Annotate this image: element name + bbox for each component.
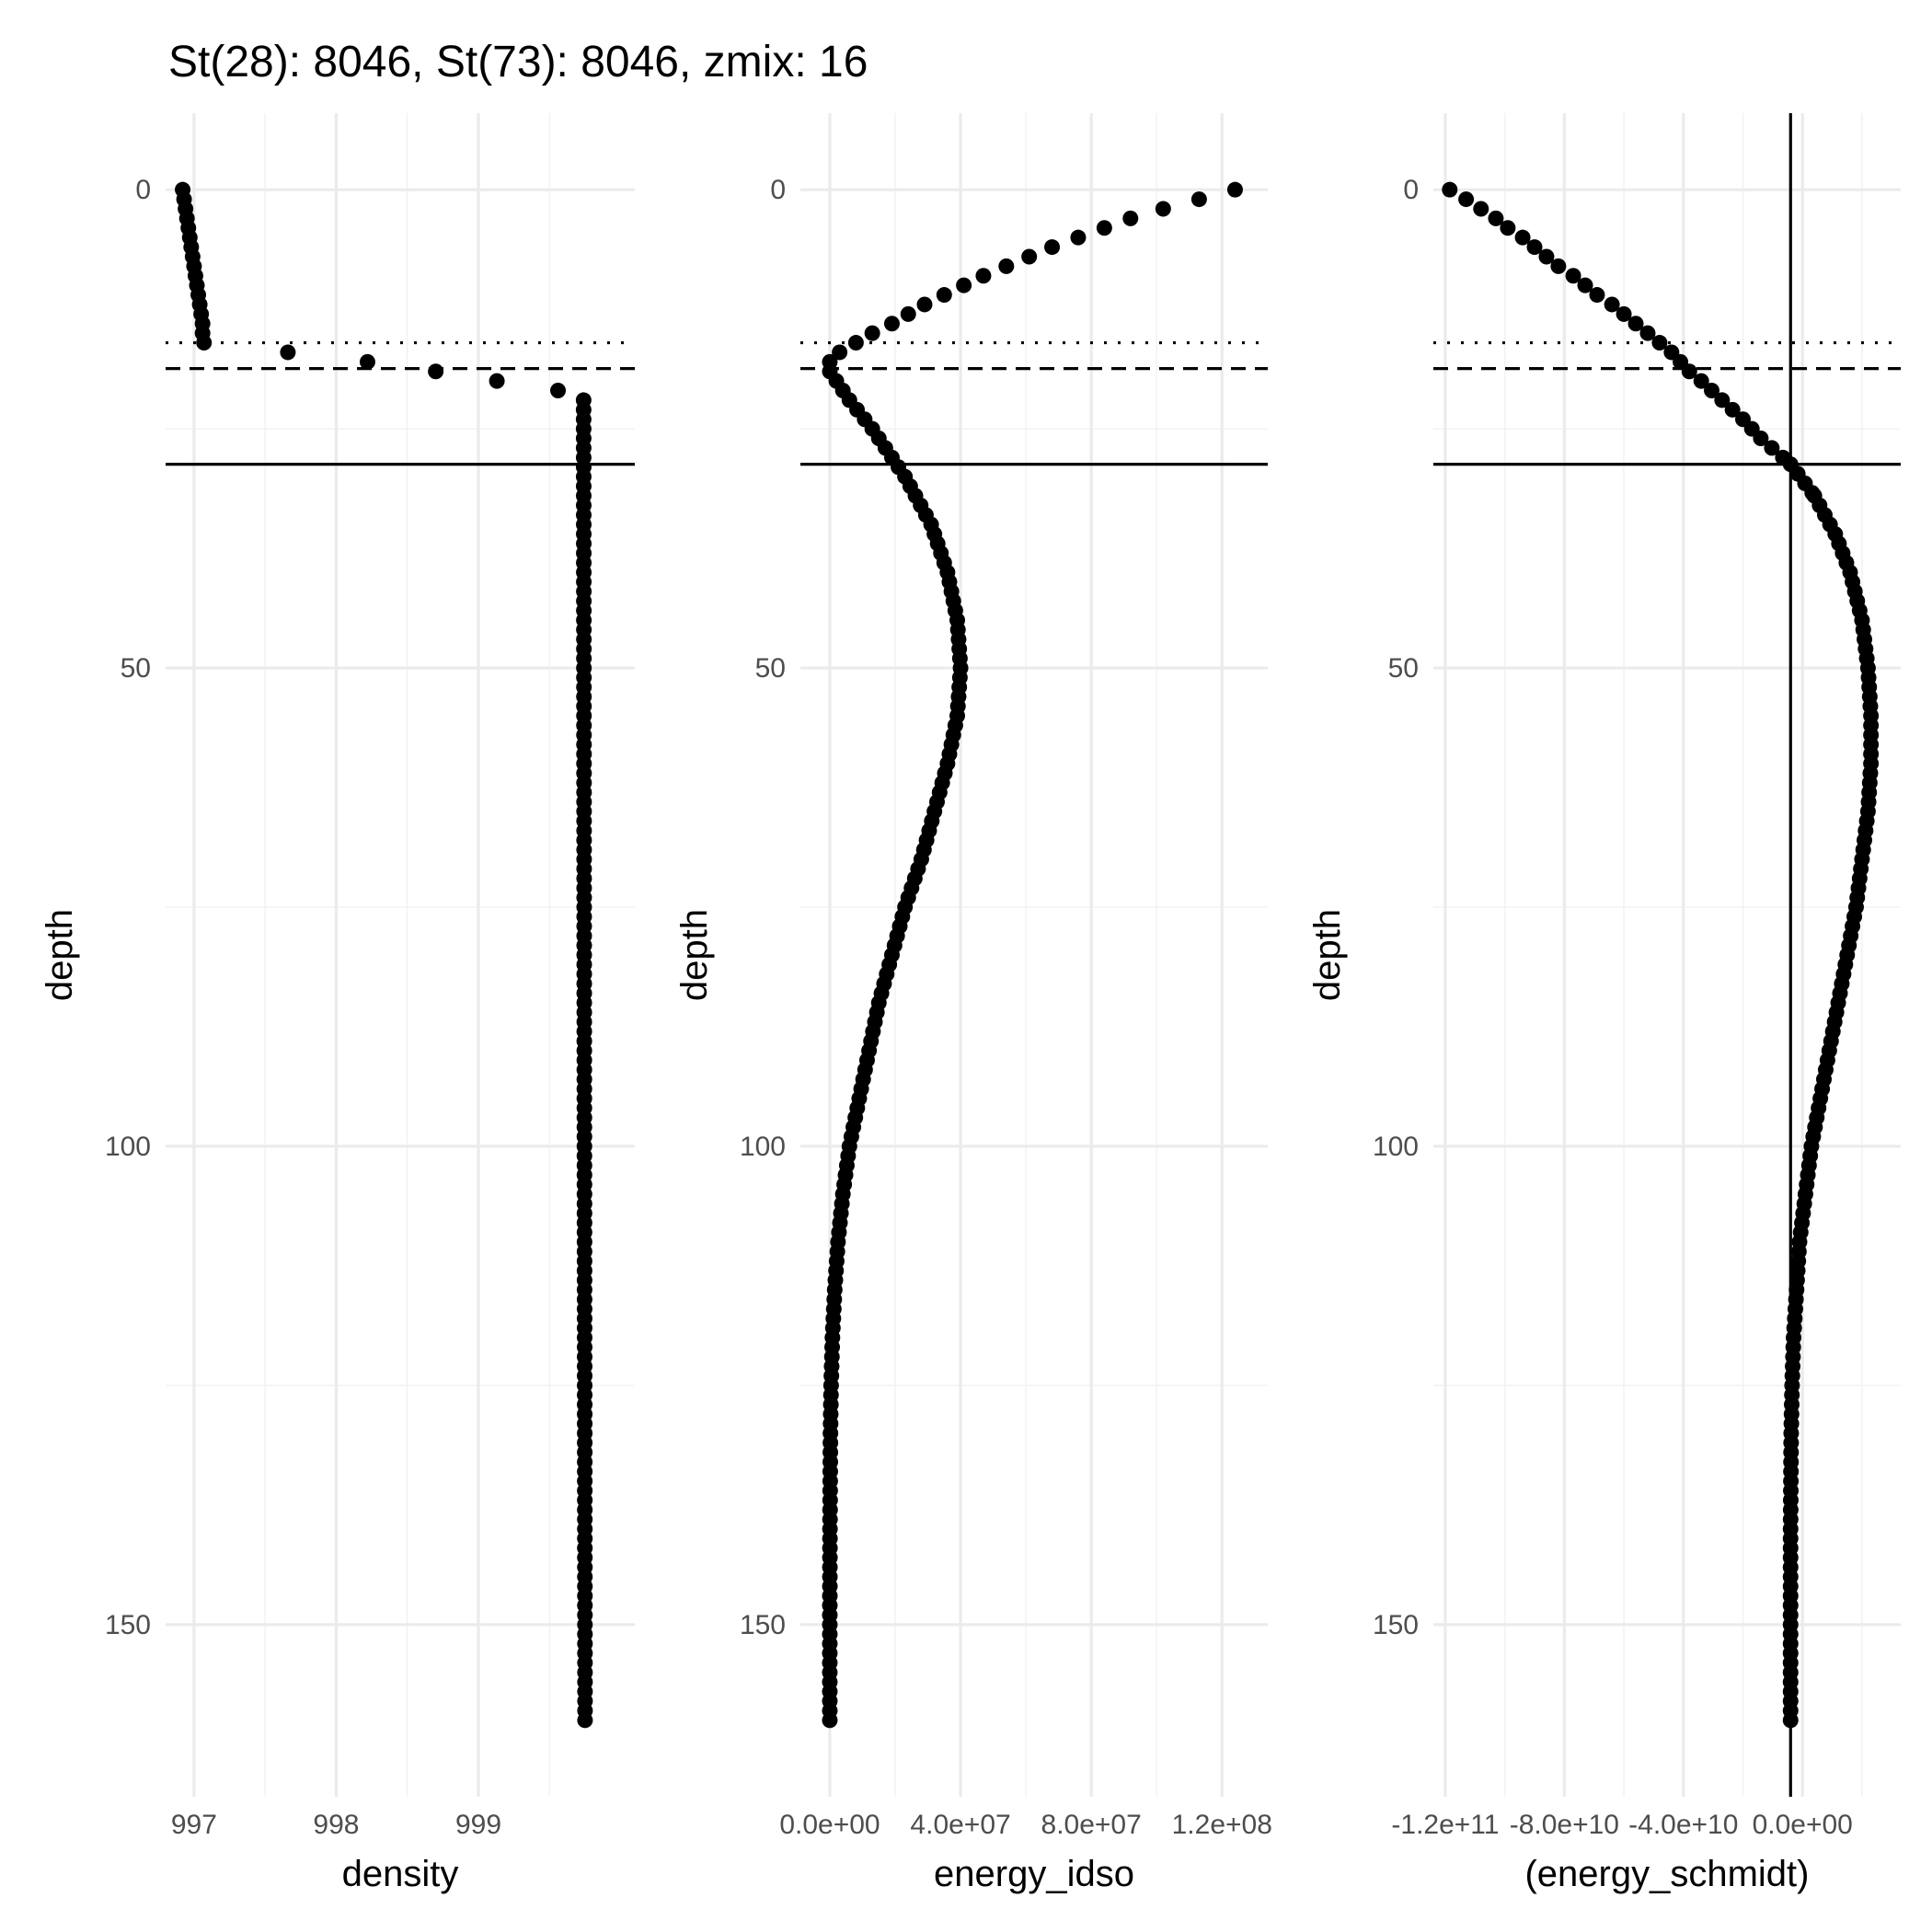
y-tick-label: 150 [740,1610,786,1640]
data-point [1538,248,1555,265]
data-point [1550,258,1567,274]
y-axis-title: depth [674,909,715,1001]
data-point [1704,383,1720,399]
data-point [550,383,567,399]
y-tick-label: 100 [1373,1132,1419,1162]
y-tick-label: 50 [1388,653,1419,684]
data-point [280,344,296,361]
data-point [1724,401,1741,418]
y-tick-label: 150 [1373,1610,1419,1640]
x-tick-label: 0.0e+00 [1753,1810,1853,1840]
data-point [1627,316,1644,332]
data-point [998,258,1015,274]
x-axis-title: (energy_schmidt) [1524,1854,1809,1894]
data-point [1500,220,1516,236]
data-point [975,268,992,284]
data-point [832,344,848,361]
x-axis-title: energy_idso [934,1854,1134,1894]
data-point [1681,363,1697,380]
x-tick-label: 998 [313,1810,359,1840]
x-tick-label: 1.2e+08 [1172,1810,1272,1840]
data-point [1070,229,1087,246]
panel-2: 0 50 100 150 0.0e+00 4.0e+07 8.0e+07 1.2e+08 ene… [674,113,1272,1894]
data-point [489,373,505,389]
data-point [1190,191,1207,208]
data-point [577,1712,593,1729]
data-point [1442,181,1458,198]
data-point [1226,181,1243,198]
data-point [916,296,933,313]
y-tick-label: 0 [135,175,151,205]
y-tick-label: 100 [105,1132,151,1162]
data-point [847,335,864,351]
data-point [1714,392,1731,408]
data-point [1514,229,1531,246]
panel-3: 0 50 100 150 -1.2e+11 -8.0e+10 -4.0e+10 0.0e+00… [1307,113,1901,1894]
data-point [196,335,213,351]
data-point [864,325,880,341]
data-point [1604,296,1620,313]
data-point [1589,287,1605,304]
x-tick-label: -8.0e+10 [1510,1810,1619,1840]
data-point [1577,277,1593,293]
data-point [359,353,375,370]
y-axis-title: depth [40,909,80,1001]
x-tick-label: 999 [455,1810,501,1840]
data-point [956,277,972,293]
x-tick-label: -4.0e+10 [1628,1810,1738,1840]
data-point [1488,210,1504,226]
data-point [1693,373,1709,389]
data-point [1096,220,1112,236]
data-point [1044,239,1061,256]
y-tick-label: 100 [740,1132,786,1162]
data-point [822,1712,838,1729]
data-point [428,363,444,380]
x-tick-label: 8.0e+07 [1041,1810,1142,1840]
y-tick-label: 50 [121,653,151,684]
x-axis-title: density [342,1854,459,1894]
x-tick-label: 0.0e+00 [779,1810,880,1840]
data-point [1155,201,1171,217]
y-tick-label: 0 [770,175,786,205]
data-point [936,287,952,304]
data-point [1782,1712,1799,1729]
data-point [1753,431,1769,447]
x-tick-label: -1.2e+11 [1391,1810,1499,1840]
data-point [1021,248,1038,265]
data-point [1526,239,1543,256]
y-tick-label: 0 [1403,175,1419,205]
y-axis-title: depth [1307,909,1348,1001]
data-point [1458,191,1475,208]
data-point [1651,335,1668,351]
data-point [883,316,900,332]
data-point [1616,305,1632,322]
x-tick-label: 4.0e+07 [910,1810,1010,1840]
y-tick-label: 50 [755,653,786,684]
data-point [1565,268,1581,284]
chart-title: St(28): 8046, St(73): 8046, zmix: 16 [168,38,868,86]
data-point [900,305,916,322]
data-point [1764,440,1780,456]
data-point [1473,201,1489,217]
data-point [1639,325,1656,341]
y-tick-label: 150 [105,1610,151,1640]
panel-1: 0 50 100 150 997 998 999 density depth [40,113,635,1894]
data-point [1122,210,1139,226]
x-tick-label: 997 [171,1810,217,1840]
